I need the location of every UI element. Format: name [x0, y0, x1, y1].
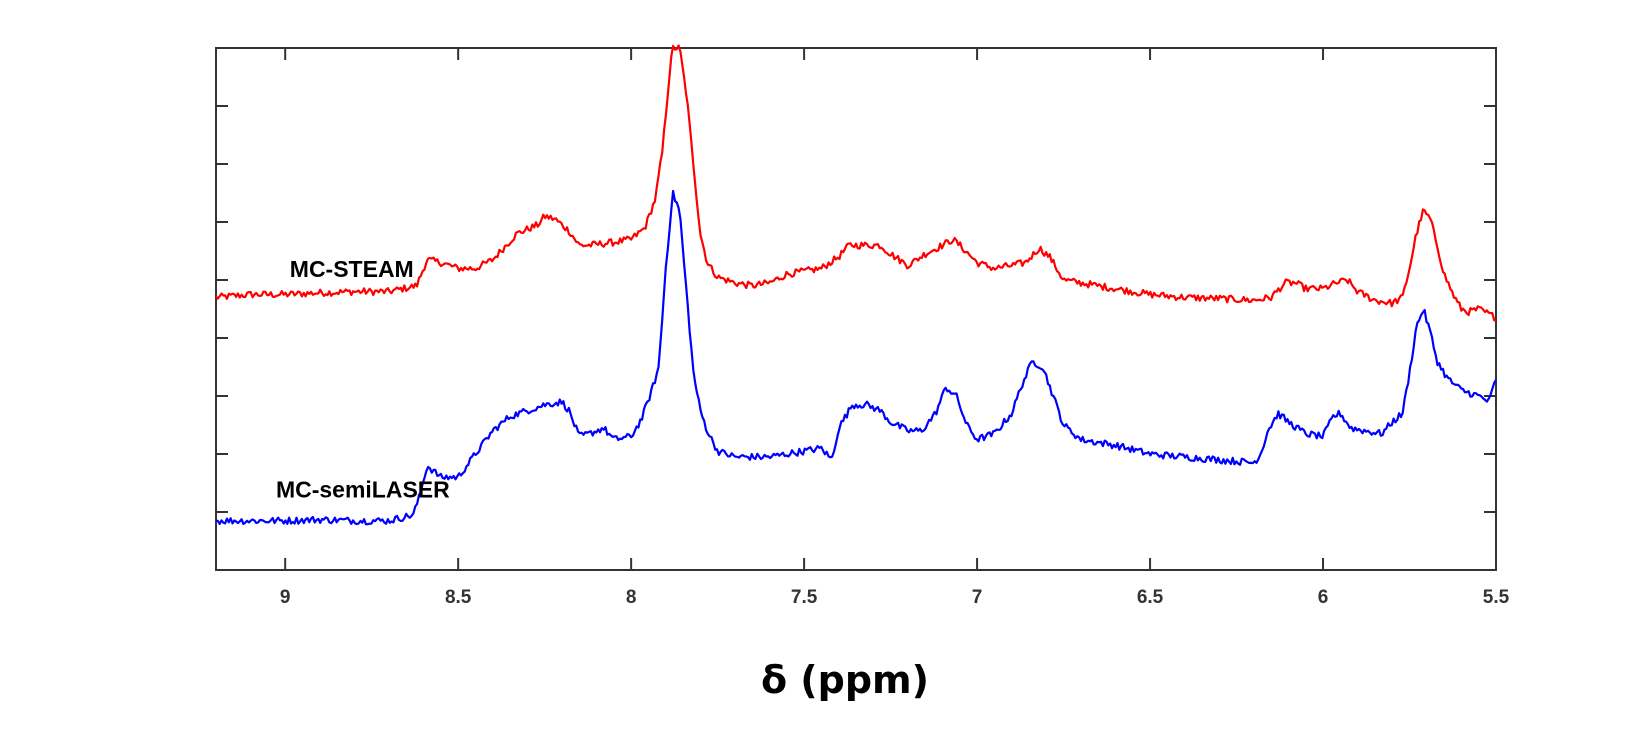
series-line-mc-semilaser — [215, 189, 1497, 526]
series-label-mc-semilaser: MC-semiLASER — [276, 477, 450, 503]
x-tick-label: 9 — [280, 587, 291, 608]
y-axis-ticks — [216, 105, 1496, 513]
x-tick-label: 7.5 — [791, 587, 818, 608]
x-tick-label: 6 — [1318, 587, 1329, 608]
x-tick-label: 7 — [972, 587, 983, 608]
series-labels: MC-STEAM MC-semiLASER — [276, 256, 450, 502]
series-line-mc-steam — [215, 44, 1497, 323]
x-tick-label: 6.5 — [1137, 587, 1164, 608]
series-layer — [215, 44, 1497, 526]
x-axis-ticks: 9 8.5 8 7.5 7 6.5 6 5.5 — [280, 48, 1510, 608]
plot-area-frame — [215, 47, 1497, 571]
x-axis-title: δ (ppm) — [761, 658, 929, 702]
series-label-mc-steam: MC-STEAM — [290, 256, 414, 282]
x-tick-label: 8.5 — [445, 587, 472, 608]
x-tick-label: 5.5 — [1483, 587, 1510, 608]
x-tick-label: 8 — [626, 587, 637, 608]
